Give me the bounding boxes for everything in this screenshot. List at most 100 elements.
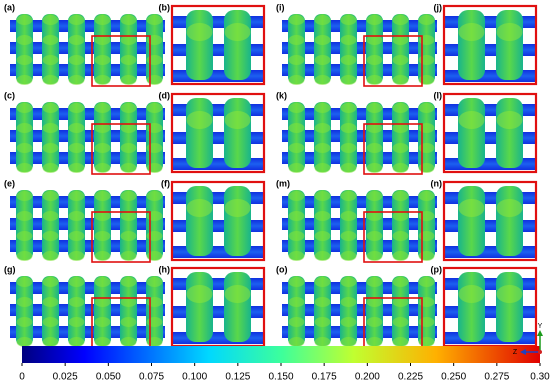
pillar-node <box>366 103 383 113</box>
simulation-image <box>10 102 165 175</box>
pillar-node <box>288 251 305 261</box>
pillar <box>366 190 383 260</box>
pillar-node <box>314 231 331 241</box>
pillar-node <box>120 251 137 261</box>
layer-band <box>282 218 437 230</box>
pillar-node <box>42 55 59 65</box>
pillar-node <box>16 297 33 307</box>
pillar-node <box>288 297 305 307</box>
zoom-frame <box>170 92 266 174</box>
panel-label: (d) <box>159 90 171 100</box>
zoom-frame <box>170 180 266 262</box>
pillar-node <box>42 123 59 133</box>
pillar <box>94 102 111 172</box>
pillar <box>68 14 85 84</box>
pillar-node <box>146 277 163 287</box>
pillar-node <box>366 277 383 287</box>
pillar-node <box>68 337 85 347</box>
pillar-node <box>418 337 435 347</box>
pillar-node <box>340 35 357 45</box>
pillar-node <box>146 251 163 261</box>
pillar <box>16 14 33 84</box>
pillar-node <box>68 251 85 261</box>
pillar-node <box>392 55 409 65</box>
pillar-node <box>94 337 111 347</box>
pillar-node <box>42 251 59 261</box>
pillar-node <box>42 211 59 221</box>
pillar-node <box>392 15 409 25</box>
pillar-node <box>366 15 383 25</box>
pillar-node <box>68 277 85 287</box>
pillar <box>42 14 59 84</box>
pillar-node <box>314 75 331 85</box>
colorbar-tick-label: 0.100 <box>182 372 207 383</box>
zoom-image <box>170 180 266 262</box>
layer-band <box>282 282 437 294</box>
pillar <box>16 102 33 172</box>
layer-band <box>282 152 437 164</box>
pillar <box>224 98 251 168</box>
pillar-node <box>42 317 59 327</box>
layer-band <box>10 152 165 164</box>
pillar-node <box>68 297 85 307</box>
pillar-node <box>120 337 137 347</box>
pillar <box>16 276 33 346</box>
pillar <box>288 14 305 84</box>
pillar-node <box>340 251 357 261</box>
layer-band <box>282 130 437 142</box>
pillar-node <box>94 297 111 307</box>
pillar <box>496 98 523 168</box>
pillar-node <box>68 123 85 133</box>
pillar-node <box>16 55 33 65</box>
zoom-image <box>170 266 266 348</box>
pillar-node <box>94 75 111 85</box>
pillar-node <box>146 231 163 241</box>
pillar <box>16 190 33 260</box>
pillar-node <box>146 191 163 201</box>
pillar-node <box>68 143 85 153</box>
pillar-node <box>340 211 357 221</box>
simulation-image <box>282 14 437 87</box>
pillar-node <box>94 143 111 153</box>
zoom-image <box>170 4 266 86</box>
pillar-node <box>68 163 85 173</box>
zoom-box <box>363 35 423 87</box>
pillar-node <box>224 111 251 129</box>
pillar-node <box>340 191 357 201</box>
pillar-node <box>418 163 435 173</box>
pillar-node <box>314 191 331 201</box>
layer-band <box>282 42 437 54</box>
pillar-node <box>392 123 409 133</box>
pillar-node <box>120 103 137 113</box>
pillar-node <box>224 23 251 41</box>
colorbar-tick-label: 0.125 <box>225 372 250 383</box>
pillar-node <box>68 231 85 241</box>
pillar-node <box>288 123 305 133</box>
pillar-node <box>288 75 305 85</box>
colorbar-tick-label: 0.200 <box>355 372 380 383</box>
pillar <box>94 190 111 260</box>
zoom-image <box>442 92 538 174</box>
pillar-node <box>366 211 383 221</box>
layer-band <box>282 196 437 208</box>
pillar-node <box>146 143 163 153</box>
layer-band <box>10 326 165 338</box>
pillar-node <box>392 251 409 261</box>
pillar-node <box>68 191 85 201</box>
pillar <box>94 276 111 346</box>
pillar-node <box>418 75 435 85</box>
pillar-node <box>288 231 305 241</box>
pillar-node <box>314 317 331 327</box>
axis-label: Y <box>538 323 543 330</box>
pillar-node <box>288 103 305 113</box>
pillar-node <box>340 337 357 347</box>
pillar-node <box>186 23 213 41</box>
colorbar-tick-label: 0.225 <box>398 372 423 383</box>
colorbar-tick-label: 0.150 <box>268 372 293 383</box>
pillar-node <box>120 277 137 287</box>
colorbar <box>22 346 540 363</box>
pillar-node <box>418 103 435 113</box>
simulation-image <box>282 276 437 349</box>
layer-band <box>10 20 165 32</box>
zoom-frame <box>442 92 538 174</box>
